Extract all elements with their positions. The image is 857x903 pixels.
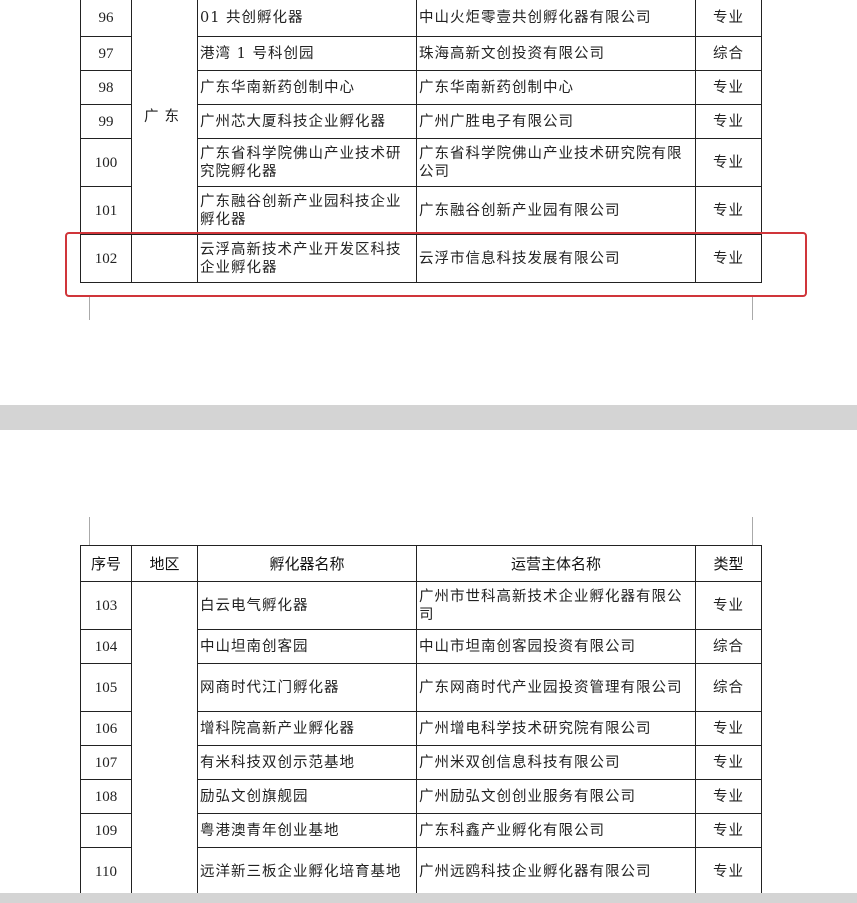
operator-name: 广州励弘文创创业服务有限公司 [416,779,696,814]
header-operator: 运营主体名称 [416,545,696,582]
row-number: 96 [80,0,132,37]
operator-name: 广东网商时代产业园投资管理有限公司 [416,663,696,712]
table-row: 106 增科院高新产业孵化器 广州增电科学技术研究院有限公司 专业 [80,711,762,746]
operator-name: 中山市坦南创客园投资有限公司 [416,629,696,664]
type-cell: 专业 [695,779,762,814]
margin-mark [89,296,90,320]
row-number: 110 [80,847,132,896]
type-cell: 专业 [695,847,762,896]
margin-mark [752,296,753,320]
incubator-name: 远洋新三板企业孵化培育基地 [197,847,417,896]
incubator-name: 云浮高新技术产业开发区科技企业孵化器 [197,234,417,283]
incubator-name: 中山坦南创客园 [197,629,417,664]
operator-name: 云浮市信息科技发展有限公司 [416,234,696,283]
incubator-table-page-1: 96 广东 01 共创孵化器 中山火炬零壹共创孵化器有限公司 专业 97 港湾 … [80,0,762,283]
row-number: 108 [80,779,132,814]
row-number: 98 [80,70,132,105]
operator-name: 广州远鸥科技企业孵化器有限公司 [416,847,696,896]
operator-name: 广州广胜电子有限公司 [416,104,696,139]
incubator-name: 白云电气孵化器 [197,581,417,630]
row-number: 107 [80,745,132,780]
incubator-table-page-2: 序号 地区 孵化器名称 运营主体名称 类型 103 白云电气孵化器 广州市世科高… [80,545,762,896]
table-row: 97 港湾 1 号科创园 珠海高新文创投资有限公司 综合 [80,36,762,71]
incubator-name: 港湾 1 号科创园 [197,36,417,71]
incubator-name: 广东融谷创新产业园科技企业孵化器 [197,186,417,235]
operator-name: 广州市世科高新技术企业孵化器有限公司 [416,581,696,630]
margin-mark [752,517,753,545]
type-cell: 专业 [695,138,762,187]
header-no: 序号 [80,545,132,582]
type-cell: 专业 [695,0,762,37]
operator-name: 珠海高新文创投资有限公司 [416,36,696,71]
type-cell: 专业 [695,711,762,746]
type-cell: 综合 [695,36,762,71]
operator-name: 中山火炬零壹共创孵化器有限公司 [416,0,696,37]
margin-mark [89,517,90,545]
table-row: 104 中山坦南创客园 中山市坦南创客园投资有限公司 综合 [80,629,762,664]
region-cell-empty [131,581,198,896]
operator-name: 广州增电科学技术研究院有限公司 [416,711,696,746]
region-cell-empty [131,234,198,283]
table-row-highlighted: 102 云浮高新技术产业开发区科技企业孵化器 云浮市信息科技发展有限公司 专业 [80,234,762,283]
row-number: 102 [80,234,132,283]
table-row: 110 远洋新三板企业孵化培育基地 广州远鸥科技企业孵化器有限公司 专业 [80,847,762,896]
operator-name: 广东省科学院佛山产业技术研究院有限公司 [416,138,696,187]
incubator-name: 有米科技双创示范基地 [197,745,417,780]
incubator-name: 广东省科学院佛山产业技术研究院孵化器 [197,138,417,187]
row-number: 106 [80,711,132,746]
incubator-name: 增科院高新产业孵化器 [197,711,417,746]
type-cell: 专业 [695,745,762,780]
table-row: 103 白云电气孵化器 广州市世科高新技术企业孵化器有限公司 专业 [80,581,762,896]
type-cell: 专业 [695,813,762,848]
incubator-name: 粤港澳青年创业基地 [197,813,417,848]
incubator-name: 广东华南新药创制中心 [197,70,417,105]
type-cell: 专业 [695,104,762,139]
type-cell: 综合 [695,629,762,664]
row-number: 99 [80,104,132,139]
row-number: 105 [80,663,132,712]
type-cell: 专业 [695,186,762,235]
highlight-box [65,232,807,297]
incubator-name: 01 共创孵化器 [197,0,417,37]
region-cell: 广东 [131,0,198,235]
operator-name: 广东科鑫产业孵化有限公司 [416,813,696,848]
incubator-name: 网商时代江门孵化器 [197,663,417,712]
row-number: 109 [80,813,132,848]
incubator-name: 广州芯大厦科技企业孵化器 [197,104,417,139]
type-cell: 综合 [695,663,762,712]
header-region: 地区 [131,545,198,582]
row-number: 103 [80,581,132,630]
incubator-name: 励弘文创旗舰园 [197,779,417,814]
operator-name: 广东华南新药创制中心 [416,70,696,105]
type-cell: 专业 [695,234,762,283]
header-type: 类型 [695,545,762,582]
page-gap [0,405,857,430]
operator-name: 广州米双创信息科技有限公司 [416,745,696,780]
table-row: 96 广东 01 共创孵化器 中山火炬零壹共创孵化器有限公司 专业 [80,0,762,235]
header-name: 孵化器名称 [197,545,417,582]
table-row: 98 广东华南新药创制中心 广东华南新药创制中心 专业 [80,70,762,105]
type-cell: 专业 [695,581,762,630]
table-row: 99 广州芯大厦科技企业孵化器 广州广胜电子有限公司 专业 [80,104,762,139]
type-cell: 专业 [695,70,762,105]
row-number: 100 [80,138,132,187]
row-number: 101 [80,186,132,235]
table-row: 107 有米科技双创示范基地 广州米双创信息科技有限公司 专业 [80,745,762,780]
row-number: 97 [80,36,132,71]
table-row: 100 广东省科学院佛山产业技术研究院孵化器 广东省科学院佛山产业技术研究院有限… [80,138,762,187]
operator-name: 广东融谷创新产业园有限公司 [416,186,696,235]
page-gap-bottom-overlay [0,893,857,903]
row-number: 104 [80,629,132,664]
table-header-row: 序号 地区 孵化器名称 运营主体名称 类型 [80,545,762,582]
